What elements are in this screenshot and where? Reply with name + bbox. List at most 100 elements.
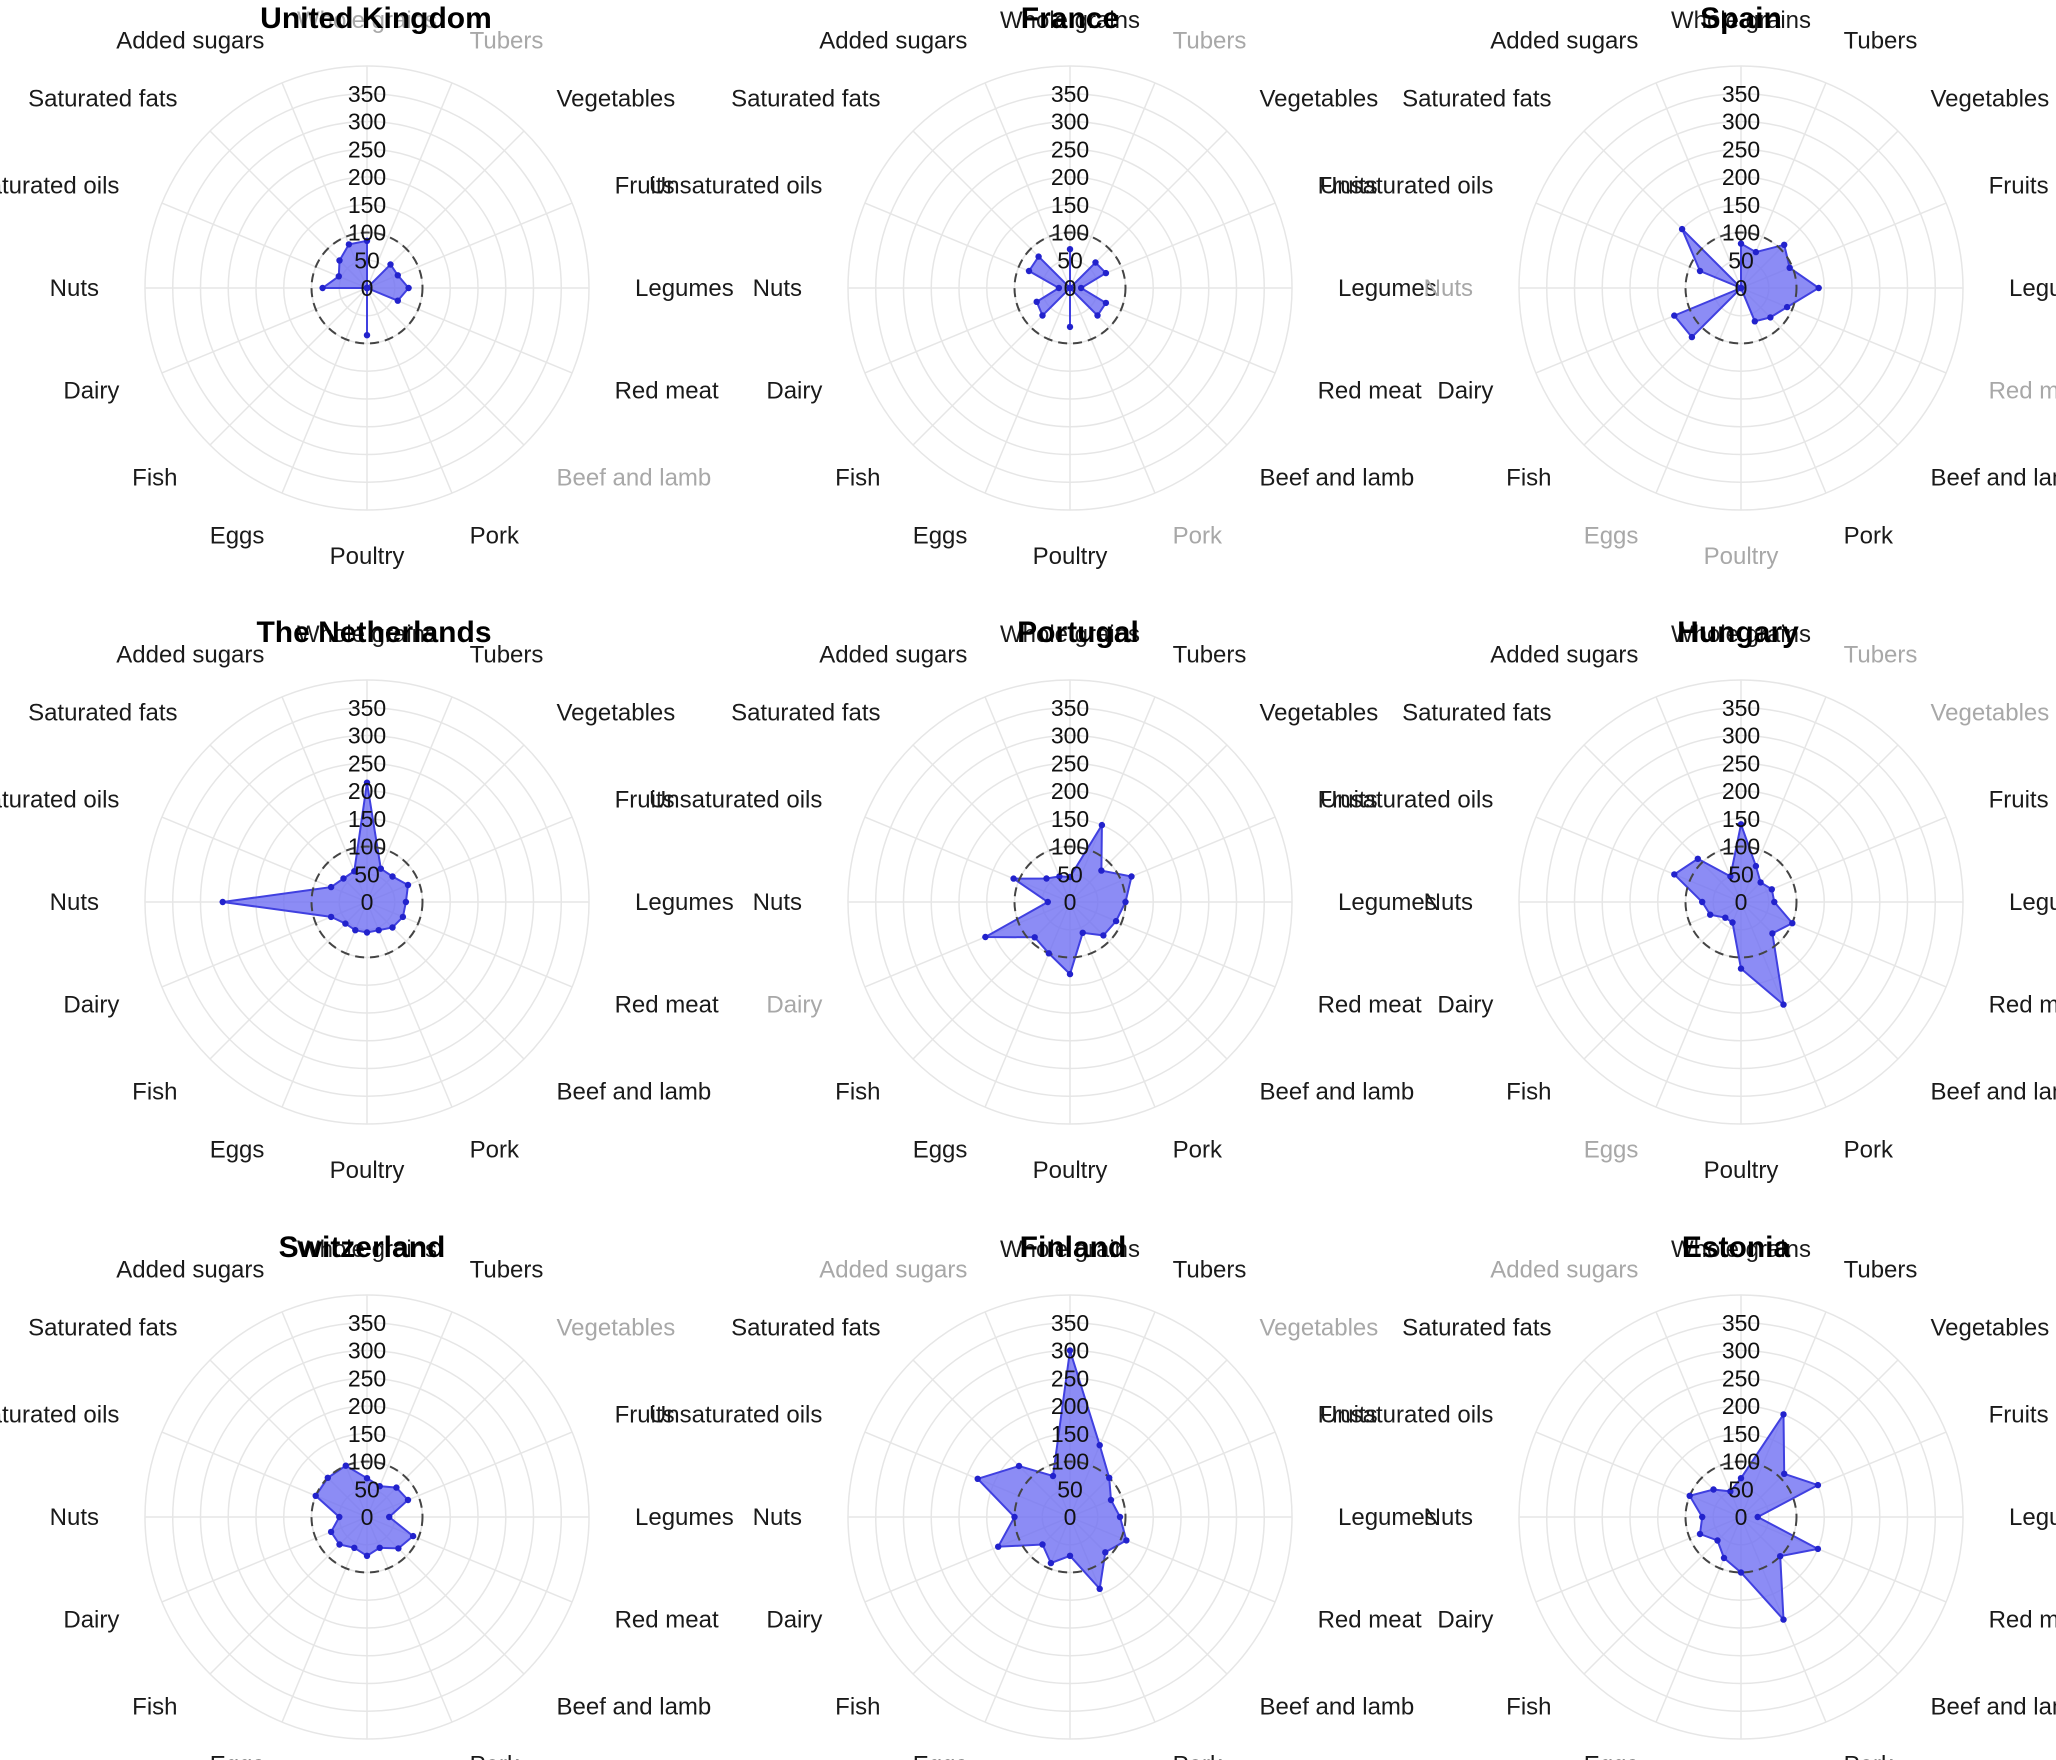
axis-label: Fruits (1318, 172, 1378, 199)
axis-label: Pork (1173, 1752, 1223, 1760)
data-point (352, 927, 359, 934)
axis-label: Tubers (1173, 641, 1247, 668)
data-point (1039, 1541, 1046, 1548)
axis-label: Whole grains (1671, 7, 1811, 34)
grid-spoke (1655, 901, 1742, 1108)
grid-spoke (209, 287, 368, 446)
reference-ring (1684, 231, 1798, 345)
tick-label: 300 (1051, 723, 1089, 749)
data-point (340, 875, 347, 882)
data-point (345, 241, 353, 248)
axis-label: Fruits (615, 1401, 675, 1428)
data-point (1737, 821, 1745, 828)
axis-label: Dairy (63, 992, 119, 1019)
tick-label: 200 (348, 778, 386, 804)
grid-spoke (281, 1516, 368, 1723)
tick-label: 300 (1051, 1338, 1089, 1364)
axis-label: Fish (835, 465, 880, 492)
tick-label: 0 (361, 1504, 374, 1530)
chart-title: Spain (1700, 2, 1782, 35)
data-point (1699, 898, 1706, 906)
tick-label: 250 (1051, 136, 1089, 162)
axis-label: Beef and lamb (1931, 465, 2056, 492)
tick-label: 200 (1722, 1393, 1760, 1419)
axis-label: Fruits (1989, 172, 2049, 199)
data-point (1043, 875, 1050, 882)
axis-label: Legumes (1338, 1504, 1437, 1531)
tick-label: 50 (1728, 247, 1754, 273)
data-point (319, 284, 326, 292)
data-point (394, 272, 401, 279)
data-point (335, 273, 342, 280)
data-point (363, 237, 371, 244)
axis-label: Dairy (63, 378, 119, 405)
grid-spoke (209, 744, 368, 903)
tick-label: 150 (348, 192, 386, 218)
data-point (1107, 1496, 1115, 1504)
axis-label: Legumes (635, 889, 734, 916)
axis-label: Added sugars (116, 27, 264, 54)
data-point (327, 883, 335, 891)
data-point (363, 332, 371, 339)
axis-label: Fish (835, 1079, 880, 1106)
data-point (351, 1544, 358, 1552)
tick-label: 100 (1722, 220, 1760, 246)
grid-spoke (281, 901, 368, 1108)
grid-spoke (984, 287, 1071, 494)
axis-label: Nuts (50, 889, 99, 916)
tick-label: 300 (1722, 109, 1760, 135)
tick-label: 250 (1051, 1365, 1089, 1391)
data-point (1781, 1470, 1788, 1478)
data-point (1720, 1554, 1728, 1562)
tick-label: 50 (1057, 247, 1083, 273)
reference-ring (1013, 1460, 1127, 1574)
axis-label: Whole grains (1000, 1236, 1140, 1263)
tick-label: 0 (1735, 1504, 1748, 1530)
data-point (394, 297, 401, 304)
data-point (1781, 241, 1788, 248)
tick-label: 100 (1051, 220, 1089, 246)
grid-spoke (912, 744, 1071, 903)
axis-label: Whole grains (1000, 7, 1140, 34)
axis-label: Poultry (1704, 543, 1779, 570)
data-point (1786, 264, 1793, 271)
reference-ring (1684, 1460, 1798, 1574)
data-point (1047, 1559, 1055, 1567)
data-point (1737, 1475, 1745, 1482)
axis-label: Poultry (1704, 1157, 1779, 1184)
tick-label: 350 (348, 695, 386, 721)
axis-label: Dairy (766, 992, 822, 1019)
data-point (1044, 898, 1052, 906)
axis-label: Eggs (913, 523, 968, 550)
axis-label: Poultry (330, 543, 405, 570)
data-point (1727, 873, 1734, 880)
data-point (1737, 965, 1745, 972)
axis-label: Poultry (330, 1157, 405, 1184)
data-point (1122, 898, 1129, 906)
grid-spoke (1655, 1311, 1742, 1518)
grid-spoke (1069, 82, 1156, 289)
tick-label: 150 (1051, 192, 1089, 218)
axis-label: Poultry (1033, 543, 1108, 570)
chart-title: Estonia (1682, 1231, 1791, 1264)
grid-spoke (1655, 287, 1742, 494)
axis-label: Saturated fats (28, 700, 177, 727)
reference-ring (310, 231, 424, 345)
axis-label: Dairy (63, 1607, 119, 1634)
tick-label: 350 (1051, 695, 1089, 721)
grid-spoke (366, 130, 525, 289)
data-point (393, 1484, 400, 1491)
tick-label: 150 (1051, 806, 1089, 832)
axis-label: Vegetables (1931, 86, 2050, 113)
axis-label: Beef and lamb (1260, 1079, 1415, 1106)
axis-label: Tubers (1173, 1256, 1247, 1283)
axis-label: Unsaturated oils (0, 1401, 119, 1428)
tick-label: 100 (348, 1449, 386, 1475)
grid-spoke (161, 287, 368, 374)
axis-label: Beef and lamb (1260, 1694, 1415, 1721)
axis-label: Added sugars (1490, 641, 1638, 668)
data-point (399, 913, 407, 921)
